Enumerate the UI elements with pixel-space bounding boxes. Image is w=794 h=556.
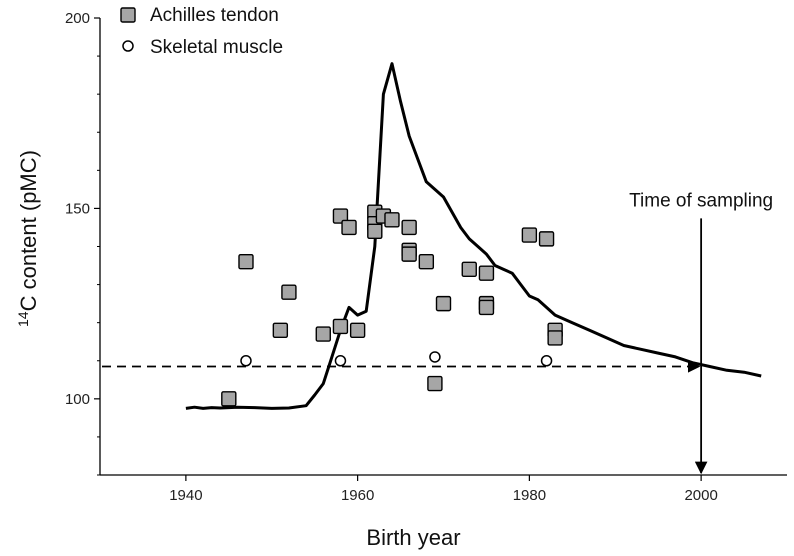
tendon-point bbox=[401, 219, 417, 236]
y-axis-title-main: C content (pMC) bbox=[16, 150, 41, 311]
x-tick-label: 1940 bbox=[169, 487, 202, 504]
legend-muscle-marker bbox=[122, 40, 134, 52]
legend-muscle-label: Skeletal muscle bbox=[150, 37, 283, 58]
atmospheric-curve bbox=[185, 62, 762, 410]
y-tick-label: 150 bbox=[65, 200, 90, 217]
y-axis-title-superscript: 14 bbox=[15, 311, 31, 327]
tick-labels: 1940 1960 1980 2000 100 150 200 bbox=[65, 10, 718, 504]
tendon-point bbox=[418, 254, 435, 270]
y-tick-label: 100 bbox=[65, 391, 90, 408]
tendon-point bbox=[341, 219, 357, 236]
y-axis-title: 14C content (pMC) bbox=[15, 150, 41, 327]
tendon-point bbox=[521, 227, 538, 243]
legend: Achilles tendon Skeletal muscle bbox=[120, 5, 283, 58]
x-tick-label: 2000 bbox=[684, 487, 717, 504]
tendon-point bbox=[401, 246, 417, 262]
tendon-point bbox=[315, 326, 331, 342]
legend-tendon-marker bbox=[120, 7, 136, 23]
tendon-point bbox=[281, 284, 297, 300]
tendon-point bbox=[367, 223, 383, 239]
y-tick-label: 200 bbox=[65, 10, 90, 27]
x-axis-title: Birth year bbox=[366, 525, 460, 550]
tendon-point bbox=[547, 330, 563, 346]
tendon-point bbox=[332, 208, 349, 224]
tendon-point bbox=[221, 391, 237, 407]
x-tick-label: 1960 bbox=[341, 487, 374, 504]
tendon-point bbox=[427, 375, 443, 392]
muscle-point bbox=[240, 355, 252, 367]
legend-tendon-label: Achilles tendon bbox=[150, 5, 279, 26]
tendon-point bbox=[384, 212, 400, 228]
tendon-point bbox=[435, 295, 452, 312]
tendon-point bbox=[478, 265, 495, 281]
reference-lines bbox=[102, 218, 708, 475]
tendon-point bbox=[238, 254, 254, 270]
tendon-point bbox=[538, 231, 555, 247]
time-of-sampling-label: Time of sampling bbox=[629, 190, 773, 211]
muscle-point bbox=[540, 355, 553, 367]
tendon-point bbox=[461, 261, 477, 278]
tendon-point bbox=[478, 299, 495, 316]
muscle-point bbox=[334, 355, 347, 367]
x-tick-label: 1980 bbox=[513, 487, 546, 504]
data-points bbox=[221, 204, 563, 407]
muscle-point bbox=[429, 351, 441, 363]
bomb-curve-line bbox=[185, 62, 762, 410]
tendon-point bbox=[272, 322, 289, 338]
tendon-point bbox=[349, 322, 366, 338]
tendon-point bbox=[332, 318, 349, 335]
axes bbox=[94, 17, 787, 481]
